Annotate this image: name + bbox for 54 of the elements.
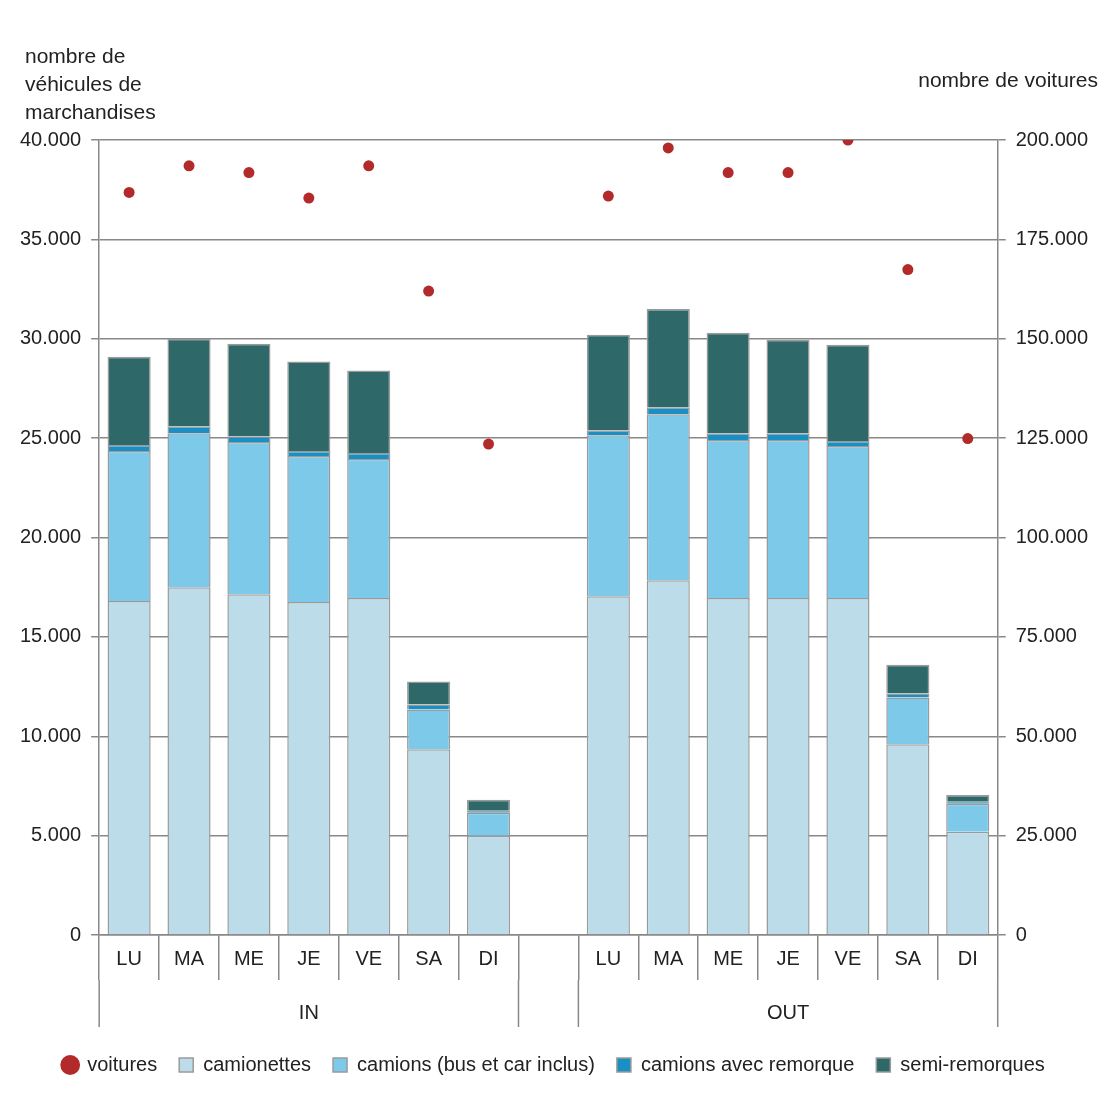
x-tick-label: JE [776,946,800,969]
y-tick-label: 30.000 [20,326,82,349]
y2-tick-label: 175.000 [1015,226,1088,249]
y2-tick-label: 125.000 [1015,425,1088,448]
point [303,192,315,204]
point [602,190,614,202]
y2-tick-label: 100.000 [1015,525,1088,548]
x-tick-label: VE [834,946,862,969]
y-tick-label: 0 [70,922,82,945]
x-tick-label: VE [355,946,383,969]
y-tick-label: 5.000 [31,823,82,846]
x-tick-label: DI [478,946,499,969]
y-axis-title: nombre de véhicules de marchandises [25,43,157,125]
x-tick-label: ME [233,946,264,969]
x-tick-label: JE [297,946,321,969]
y-tick-label: 15.000 [20,624,82,647]
x-tick-label: MA [174,946,205,969]
text: OUT [766,1000,810,1023]
point [243,167,255,179]
text: IN [298,1000,319,1023]
legend-label: camions avec remorque [640,1052,855,1075]
y-tick-label: 20.000 [20,525,82,548]
point [483,438,495,450]
point [902,264,914,276]
y2-axis-title: nombre de voitures [918,68,1098,92]
y2-tick-label: 0 [1015,922,1027,945]
y2-tick-label: 75.000 [1015,624,1077,647]
legend-label: semi-remorques [900,1052,1045,1075]
y2-tick-label: 150.000 [1015,326,1088,349]
x-tick-label: LU [595,946,622,969]
legend-label: camions (bus et car inclus) [357,1052,595,1075]
x-tick-label: LU [116,946,142,969]
point [722,167,734,179]
y-tick-label: 25.000 [20,425,82,448]
x-tick-label: SA [894,946,922,969]
y-tick-label: 10.000 [20,723,82,746]
y2-tick-label: 200.000 [1015,127,1088,150]
y2-tick-label: 50.000 [1015,723,1077,746]
x-tick-label: MA [653,946,684,969]
y2-tick-label: 25.000 [1015,823,1077,846]
y-tick-label: 35.000 [20,226,82,249]
point [782,167,794,179]
point [423,285,435,297]
x-tick-label: ME [713,946,744,969]
legend-label: camionettes [203,1052,312,1075]
legend-label: voitures [87,1052,158,1075]
point [183,160,195,172]
y-tick-label: 40.000 [20,127,82,150]
x-tick-label: DI [957,946,978,969]
point [123,186,135,198]
point [962,433,974,445]
point [662,142,674,154]
x-tick-label: SA [415,946,443,969]
point [363,160,375,172]
